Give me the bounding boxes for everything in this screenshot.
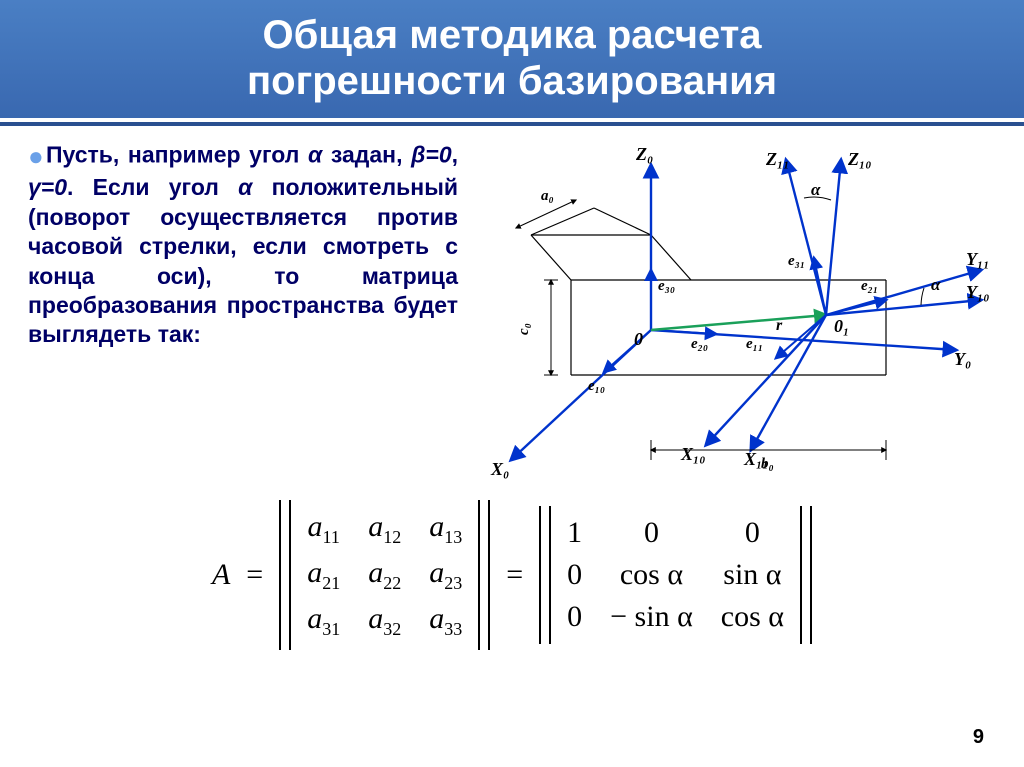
lbl-e21: e₂₁ [861, 278, 878, 294]
lbl-e10: e₁₀ [588, 378, 605, 394]
lbl-e11: e₁₁ [746, 336, 763, 352]
lbl-alpha-right: α [931, 275, 941, 294]
para-frag-1: Пусть, например угол [46, 142, 308, 168]
para-frag-2: задан, [322, 142, 411, 168]
bullet-icon: ● [28, 141, 46, 171]
lbl-o1: 0₁ [834, 316, 849, 336]
matrix-aij: a11 a12 a13 a21 a22 a23 a31 a32 a33 [279, 500, 490, 650]
lbl-y11: Y₁₁ [966, 249, 990, 269]
lbl-y0: Y₀ [954, 349, 971, 369]
title-line-2: погрешности базирования [247, 59, 777, 103]
lbl-e31: e₃₁ [788, 253, 805, 269]
slide-title: Общая методика расчета погрешности базир… [20, 12, 1004, 104]
lbl-r: r [776, 317, 783, 334]
para-gamma: γ=0 [28, 174, 67, 200]
content-area: ●Пусть, например угол α задан, β=0, γ=0.… [0, 122, 1024, 480]
para-beta: β=0 [411, 142, 452, 168]
lbl-y10: Y₁₀ [966, 282, 990, 302]
matrix-rotation: 1 0 0 0 cos α sin α 0 − sin α cos α [539, 506, 812, 644]
diagram-column: Z₀ Z₁₁ Z₁₀ Y₁₁ Y₁₀ Y₀ X₀ X₁₀ X₁₁ 0 0₁ e₁… [476, 140, 996, 480]
lbl-z11: Z₁₁ [765, 149, 790, 169]
title-line-1: Общая методика расчета [262, 13, 761, 57]
lbl-e20: e₂₀ [691, 336, 708, 352]
eq-equals-1: = [246, 558, 263, 592]
slide-title-bar: Общая методика расчета погрешности базир… [0, 0, 1024, 122]
para-alpha-1: α [308, 142, 322, 168]
lbl-alpha-top: α [811, 180, 821, 199]
lbl-x10: X₁₀ [680, 444, 706, 464]
lbl-o: 0 [634, 329, 643, 349]
coordinate-diagram: Z₀ Z₁₁ Z₁₀ Y₁₁ Y₁₀ Y₀ X₀ X₁₀ X₁₁ 0 0₁ e₁… [476, 140, 996, 480]
para-alpha-2: α [238, 174, 252, 200]
lbl-a0: a₀ [541, 188, 554, 204]
eq-A: A [212, 558, 230, 592]
page-number: 9 [973, 726, 984, 749]
para-frag-3: . Если угол [67, 174, 238, 200]
lbl-b0: b₀ [761, 456, 774, 472]
lbl-z10: Z₁₀ [847, 149, 872, 169]
lbl-z0: Z₀ [635, 144, 653, 164]
paragraph-column: ●Пусть, например угол α задан, β=0, γ=0.… [28, 140, 458, 480]
para-comma: , [452, 142, 458, 168]
lbl-x0: X₀ [490, 459, 509, 479]
lbl-c0: c₀ [516, 323, 532, 335]
eq-equals-2: = [506, 558, 523, 592]
matrix-equation: A = a11 a12 a13 a21 a22 a23 a31 a32 a33 … [0, 500, 1024, 650]
lbl-e30: e₃₀ [658, 278, 675, 294]
